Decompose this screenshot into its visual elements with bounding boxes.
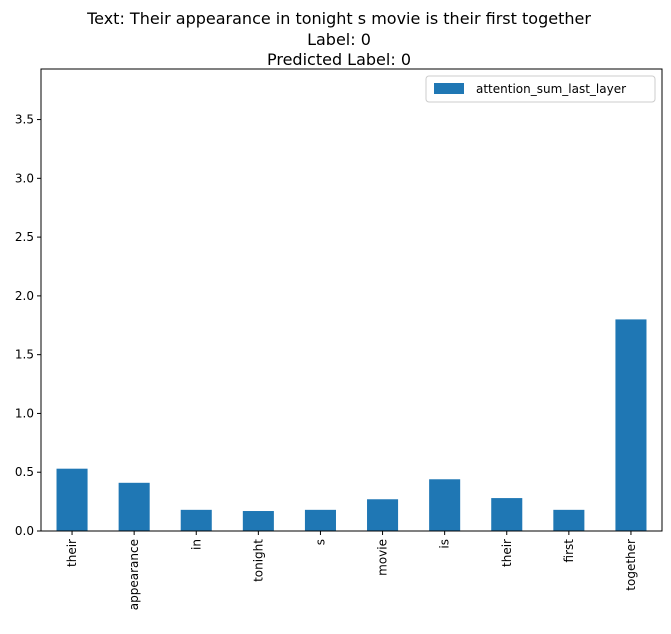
bar-7 xyxy=(491,498,523,531)
bar-1 xyxy=(118,482,150,531)
x-tick-label-7: their xyxy=(500,539,514,567)
y-tick-label-0: 0.0 xyxy=(15,524,34,538)
chart-title: Text: Their appearance in tonight s movi… xyxy=(86,9,591,69)
x-tick-label-8: first xyxy=(562,539,576,563)
y-tick-label-5: 2.5 xyxy=(15,230,34,244)
x-tick-label-1: appearance xyxy=(127,539,141,610)
y-tick-label-1: 0.5 xyxy=(15,465,34,479)
y-axis: 0.0 0.5 1.0 1.5 2.0 2.5 3.0 3.5 xyxy=(15,113,41,538)
x-tick-label-0: their xyxy=(65,539,79,567)
bar-9 xyxy=(615,319,647,531)
legend: attention_sum_last_layer xyxy=(425,75,656,103)
bar-3 xyxy=(242,511,274,531)
x-axis: their appearance in tonight s movie is their fir… xyxy=(65,531,638,610)
x-tick-label-5: movie xyxy=(376,539,390,576)
bars-group xyxy=(56,319,647,531)
x-tick-label-6: is xyxy=(438,539,452,549)
title-line-2: Label: 0 xyxy=(307,30,371,49)
y-tick-label-7: 3.5 xyxy=(15,113,34,127)
plot-frame xyxy=(40,68,663,532)
x-tick-label-4: s xyxy=(313,539,327,545)
bar-6 xyxy=(429,479,461,531)
bar-2 xyxy=(180,509,212,531)
bar-0 xyxy=(56,468,88,531)
x-tick-label-3: tonight xyxy=(251,539,265,582)
x-tick-label-2: in xyxy=(189,539,203,550)
y-tick-label-3: 1.5 xyxy=(15,348,34,362)
title-line-3: Predicted Label: 0 xyxy=(267,50,411,69)
legend-label: attention_sum_last_layer xyxy=(476,82,626,96)
bar-8 xyxy=(553,509,585,531)
title-line-1: Text: Their appearance in tonight s movi… xyxy=(86,9,591,28)
y-tick-label-2: 1.0 xyxy=(15,406,34,420)
bar-5 xyxy=(367,499,399,531)
x-tick-label-9: together xyxy=(624,539,638,591)
legend-swatch xyxy=(434,83,464,94)
bar-4 xyxy=(304,509,336,531)
y-tick-label-4: 2.0 xyxy=(15,289,34,303)
legend-box xyxy=(425,75,656,103)
y-tick-label-6: 3.0 xyxy=(15,171,34,185)
